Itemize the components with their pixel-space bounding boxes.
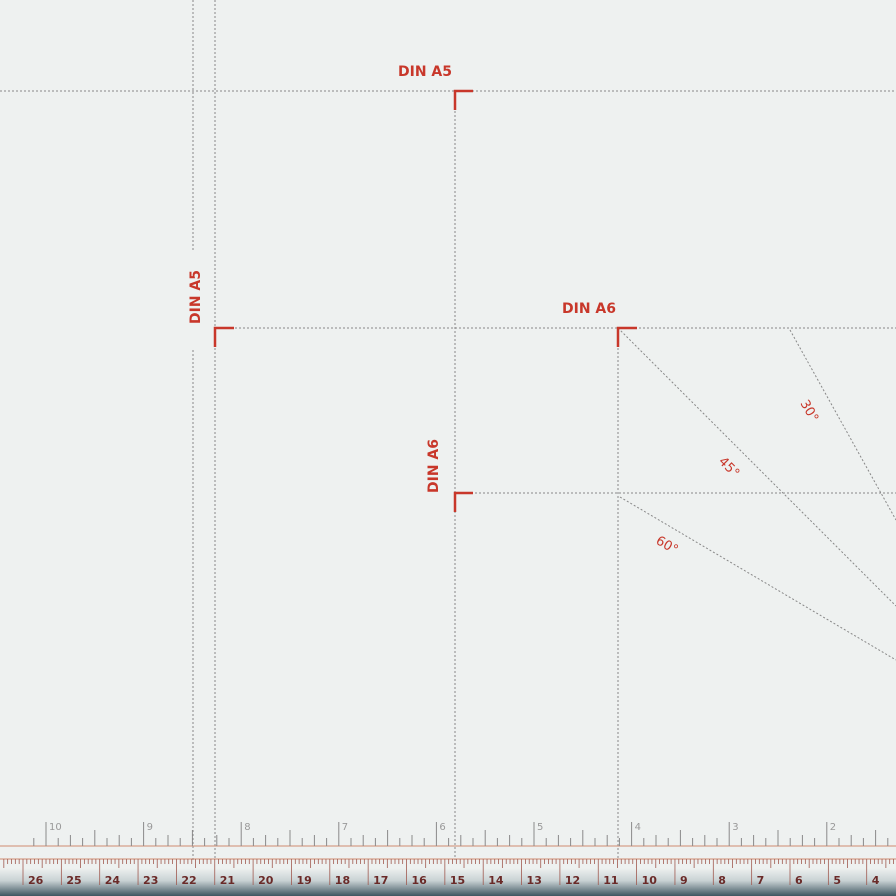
cm-label: 15 — [450, 874, 465, 887]
cm-label: 6 — [795, 874, 803, 887]
cm-label: 24 — [105, 874, 121, 887]
cm-label: 5 — [833, 874, 841, 887]
inch-label: 10 — [49, 822, 62, 833]
cm-label: 10 — [642, 874, 658, 887]
label-din-a5: DIN A5 — [398, 64, 452, 80]
label-angle-30: 30° — [797, 398, 822, 425]
inch-label: 4 — [635, 822, 641, 833]
cm-label: 4 — [872, 874, 880, 887]
angle-45-line — [617, 327, 896, 607]
cm-label: 23 — [143, 874, 158, 887]
cm-label: 14 — [488, 874, 504, 887]
cm-label: 22 — [181, 874, 196, 887]
cm-label: 12 — [565, 874, 580, 887]
angle-30-line — [789, 329, 896, 521]
cm-label: 18 — [335, 874, 350, 887]
inch-label: 8 — [244, 822, 250, 833]
cm-label: 16 — [412, 874, 428, 887]
cm-label: 21 — [220, 874, 235, 887]
cm-label: 7 — [757, 874, 765, 887]
angle-60-line — [619, 496, 896, 661]
cm-label: 25 — [66, 874, 81, 887]
cm-label: 17 — [373, 874, 388, 887]
inch-label: 9 — [147, 822, 153, 833]
cm-label: 8 — [718, 874, 726, 887]
cm-label: 20 — [258, 874, 274, 887]
cm-label: 26 — [28, 874, 44, 887]
cm-ruler: 26 25 24 23 22 21 20 19 18 17 16 15 14 13 12 11 10 9 8 7 6 5 4 — [3, 859, 894, 887]
inch-label: 3 — [732, 822, 738, 833]
guide-lines — [0, 0, 896, 860]
inch-label: 7 — [342, 822, 348, 833]
inch-label: 2 — [830, 822, 836, 833]
corner-mark-a6 — [616, 326, 637, 347]
corner-marks — [213, 89, 637, 512]
label-din-a5-vertical: DIN A5 — [188, 270, 204, 324]
mat-edge-shadow — [0, 868, 896, 896]
label-din-a6-vertical: DIN A6 — [426, 439, 442, 493]
inch-ruler: 10 9 8 7 6 5 4 3 2 — [33, 822, 889, 846]
corner-mark-a5-left — [213, 326, 234, 347]
inch-label: 5 — [537, 822, 543, 833]
cm-label: 11 — [603, 874, 618, 887]
cm-label: 19 — [296, 874, 311, 887]
corner-mark-a5 — [453, 89, 473, 110]
inch-label: 6 — [439, 822, 445, 833]
label-angle-60: 60° — [653, 533, 680, 558]
cm-label: 13 — [527, 874, 542, 887]
corner-mark-a6-low — [453, 491, 473, 512]
label-din-a6: DIN A6 — [562, 301, 616, 317]
label-angle-45: 45° — [715, 454, 742, 481]
cm-label: 9 — [680, 874, 688, 887]
